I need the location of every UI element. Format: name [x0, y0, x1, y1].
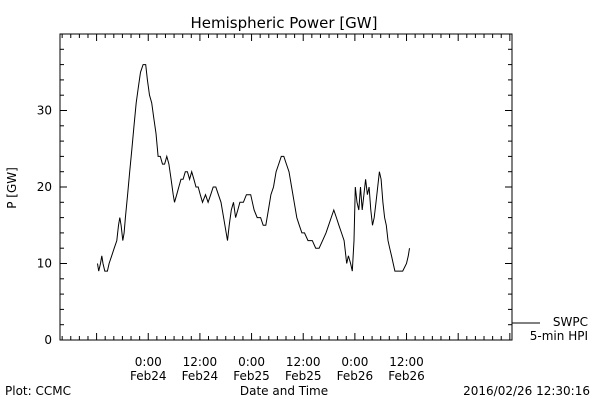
legend-series-name: 5-min HPI	[530, 329, 588, 343]
x-tick-label-time: 12:00	[183, 355, 218, 369]
y-tick-label: 20	[37, 180, 52, 194]
y-axis-label: P [GW]	[5, 167, 19, 209]
y-tick-label: 0	[44, 333, 52, 347]
x-tick-label-date: Feb25	[233, 369, 270, 383]
plot-area-frame	[59, 33, 513, 341]
x-tick-label-time: 12:00	[286, 355, 321, 369]
plot-credit: Plot: CCMC	[5, 384, 71, 398]
x-tick-label-time: 12:00	[389, 355, 424, 369]
x-axis-ticks: 0:00Feb2412:00Feb240:00Feb2512:00Feb250:…	[61, 34, 511, 383]
x-tick-label-time: 0:00	[238, 355, 265, 369]
x-tick-label-date: Feb26	[388, 369, 425, 383]
plot-timestamp: 2016/02/26 12:30:16	[463, 384, 590, 398]
y-tick-label: 30	[37, 104, 52, 118]
series-line-5-min-hpi	[97, 64, 410, 272]
x-tick-label-time: 0:00	[341, 355, 368, 369]
x-tick-label-time: 0:00	[135, 355, 162, 369]
x-tick-label-date: Feb26	[337, 369, 374, 383]
x-tick-label-date: Feb24	[130, 369, 167, 383]
x-tick-label-date: Feb25	[285, 369, 322, 383]
x-axis-label: Date and Time	[240, 384, 328, 398]
y-tick-label: 10	[37, 257, 52, 271]
chart-title: Hemispheric Power [GW]	[191, 14, 378, 32]
x-tick-label-date: Feb24	[182, 369, 219, 383]
y-axis-ticks: 0 10 20 30	[37, 33, 512, 347]
legend-source: SWPC	[553, 315, 588, 329]
chart-legend: SWPC 5-min HPI	[512, 315, 588, 343]
